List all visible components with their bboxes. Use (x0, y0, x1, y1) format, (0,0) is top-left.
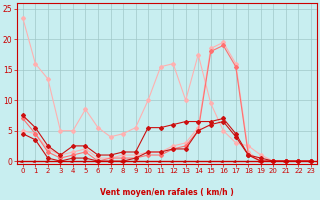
X-axis label: Vent moyen/en rafales ( km/h ): Vent moyen/en rafales ( km/h ) (100, 188, 234, 197)
